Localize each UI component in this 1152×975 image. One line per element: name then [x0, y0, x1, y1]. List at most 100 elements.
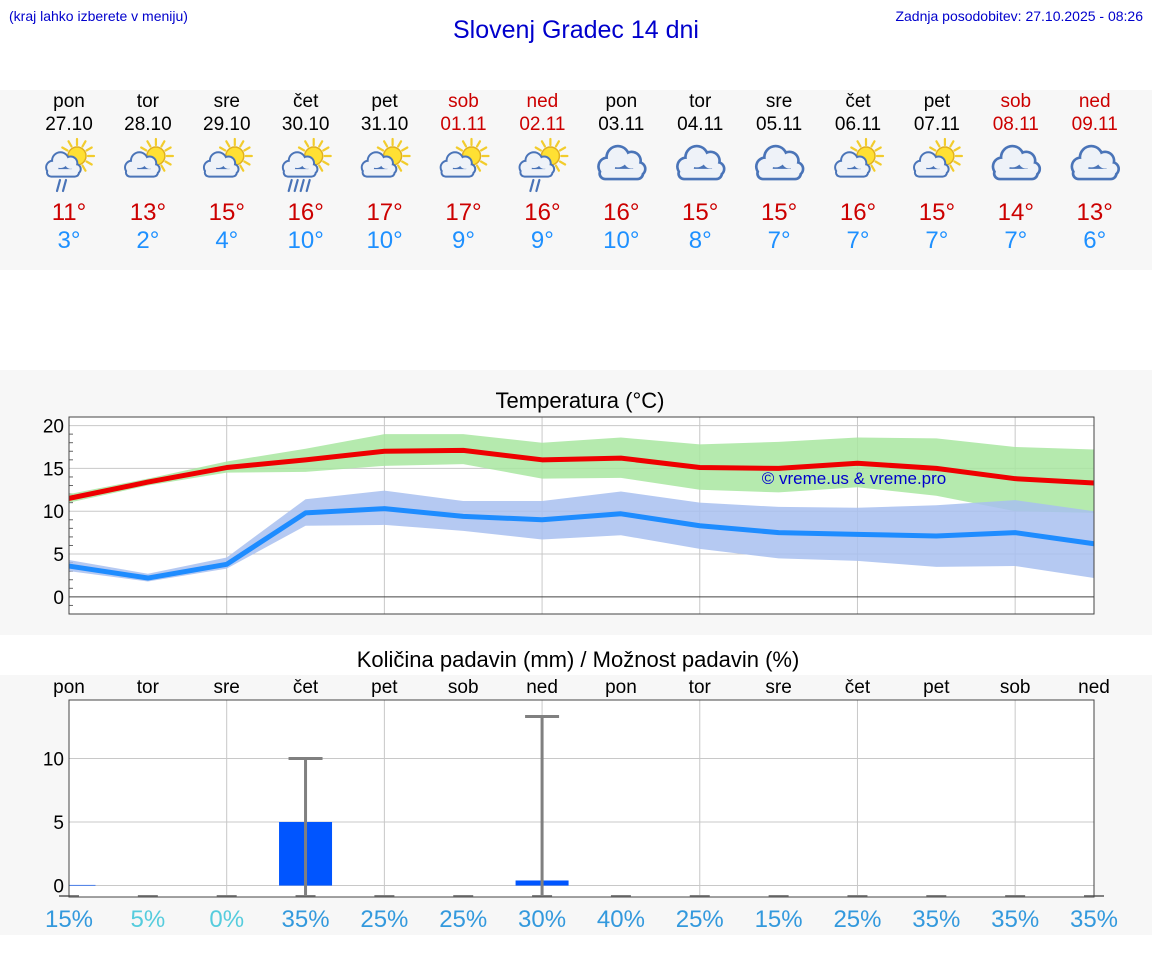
- sun-ray: [554, 164, 561, 172]
- sun-cloud-icon: [913, 137, 964, 178]
- sun-ray: [929, 146, 937, 152]
- precipitation-probability: 15%: [755, 906, 803, 933]
- min-temperature: 9°: [452, 227, 475, 254]
- precipitation-probability: 35%: [282, 906, 330, 933]
- sun-ray: [856, 140, 862, 148]
- sun-ray: [935, 140, 941, 148]
- min-temperature: 4°: [215, 227, 238, 254]
- precip-day-label: sre: [213, 677, 239, 698]
- max-temperature: 14°: [998, 199, 1034, 226]
- day-name: čet: [293, 91, 319, 112]
- temperature-plot-frame: [68, 416, 1095, 615]
- rain-drop: [61, 178, 68, 193]
- precip-day-label: sre: [765, 677, 791, 698]
- sun-ray: [475, 140, 482, 148]
- max-temperature: 16°: [524, 199, 560, 226]
- day-name: sob: [448, 91, 479, 112]
- y-tick-label: 10: [43, 749, 64, 770]
- precipitation-probability: 30%: [518, 906, 566, 933]
- min-temperature: 3°: [58, 227, 81, 254]
- sun-ray: [949, 140, 955, 148]
- sun-cloud-rain-icon: [518, 137, 569, 193]
- temperature-chart-title: Temperatura (°C): [496, 388, 665, 413]
- cloud-fill: [1081, 147, 1102, 168]
- precipitation-probability: 5%: [131, 906, 166, 933]
- min-temperature: 10°: [288, 227, 324, 254]
- location-hint: (kraj lahko izberete v meniju): [9, 8, 188, 24]
- day-date: 28.10: [124, 114, 172, 135]
- cloud-icon: [597, 144, 647, 181]
- cloud-fill: [53, 153, 68, 168]
- rain-drop: [55, 178, 62, 193]
- min-temperature: 10°: [603, 227, 639, 254]
- precipitation-probability: 25%: [833, 906, 881, 933]
- y-tick-label: 5: [53, 813, 64, 834]
- cloud-fill: [47, 169, 79, 176]
- cloud-fill: [131, 153, 147, 168]
- sun-ray: [146, 140, 152, 148]
- day-date: 31.10: [361, 114, 409, 135]
- sun-ray: [874, 146, 882, 152]
- cloud-shape: [439, 151, 477, 178]
- day-name: pon: [53, 91, 85, 112]
- precipitation-chart-title: Količina padavin (mm) / Možnost padavin …: [357, 647, 800, 672]
- cloud-fill: [836, 169, 868, 176]
- sun-ray: [67, 140, 73, 148]
- sun-ray: [479, 146, 488, 152]
- day-date: 03.11: [598, 114, 644, 135]
- day-name: pon: [605, 91, 637, 112]
- day-date: 29.10: [203, 114, 251, 135]
- sun-ray: [81, 164, 87, 172]
- cloud-fill: [447, 153, 463, 168]
- precipitation-probability: 25%: [676, 906, 724, 933]
- day-date: 08.11: [993, 114, 1039, 135]
- sun-cloud-icon: [834, 137, 885, 178]
- cloud-shape: [834, 151, 871, 178]
- y-tick-label: 20: [43, 417, 64, 438]
- cloud-fill: [1002, 147, 1023, 168]
- sun-ray: [554, 140, 561, 148]
- max-temperature: 15°: [209, 199, 245, 226]
- cloud-shape: [360, 151, 398, 178]
- min-temperature: 7°: [925, 227, 948, 254]
- precipitation-probability: 35%: [1070, 906, 1118, 933]
- rain-drop: [293, 178, 299, 193]
- day-name: tor: [689, 91, 712, 112]
- precip-day-label: pet: [923, 677, 950, 698]
- min-temperature: 8°: [689, 227, 712, 254]
- day-name: tor: [137, 91, 160, 112]
- cloud-shape: [676, 144, 726, 181]
- tmax-uncertainty-band: [69, 434, 1094, 513]
- cloud-icon: [991, 144, 1042, 181]
- cloud-fill: [210, 153, 226, 168]
- rain-drop: [299, 178, 305, 193]
- precip-day-label: sob: [448, 677, 479, 698]
- y-tick-label: 5: [53, 545, 64, 566]
- sun-cloud-icon: [439, 137, 490, 178]
- cloud-shape: [281, 151, 319, 178]
- min-temperature: 10°: [366, 227, 402, 254]
- day-date: 02.11: [519, 114, 565, 135]
- day-name: pet: [924, 91, 951, 112]
- sun-ray: [534, 146, 542, 152]
- precip-day-label: tor: [137, 677, 160, 698]
- max-temperature: 17°: [366, 199, 402, 226]
- cloud-shape: [754, 144, 805, 181]
- max-temperature: 17°: [445, 199, 481, 226]
- cloud-fill: [1074, 168, 1116, 178]
- sun-ray: [401, 146, 409, 152]
- cloud-fill: [600, 168, 642, 178]
- precipitation-probability: 15%: [45, 906, 93, 933]
- cloud-shape: [124, 151, 161, 178]
- precipitation-probability: 35%: [991, 906, 1039, 933]
- sun-cloud-heavy-rain-icon: [281, 137, 332, 193]
- day-date: 07.11: [914, 114, 960, 135]
- cloud-shape: [518, 151, 556, 178]
- sun-ray: [870, 164, 876, 172]
- sun-ray: [85, 160, 93, 166]
- cloud-fill: [995, 168, 1037, 178]
- sun-ray: [475, 164, 482, 172]
- sun-cloud-icon: [124, 137, 174, 178]
- cloud-shape: [45, 151, 82, 178]
- sun-ray: [140, 146, 148, 152]
